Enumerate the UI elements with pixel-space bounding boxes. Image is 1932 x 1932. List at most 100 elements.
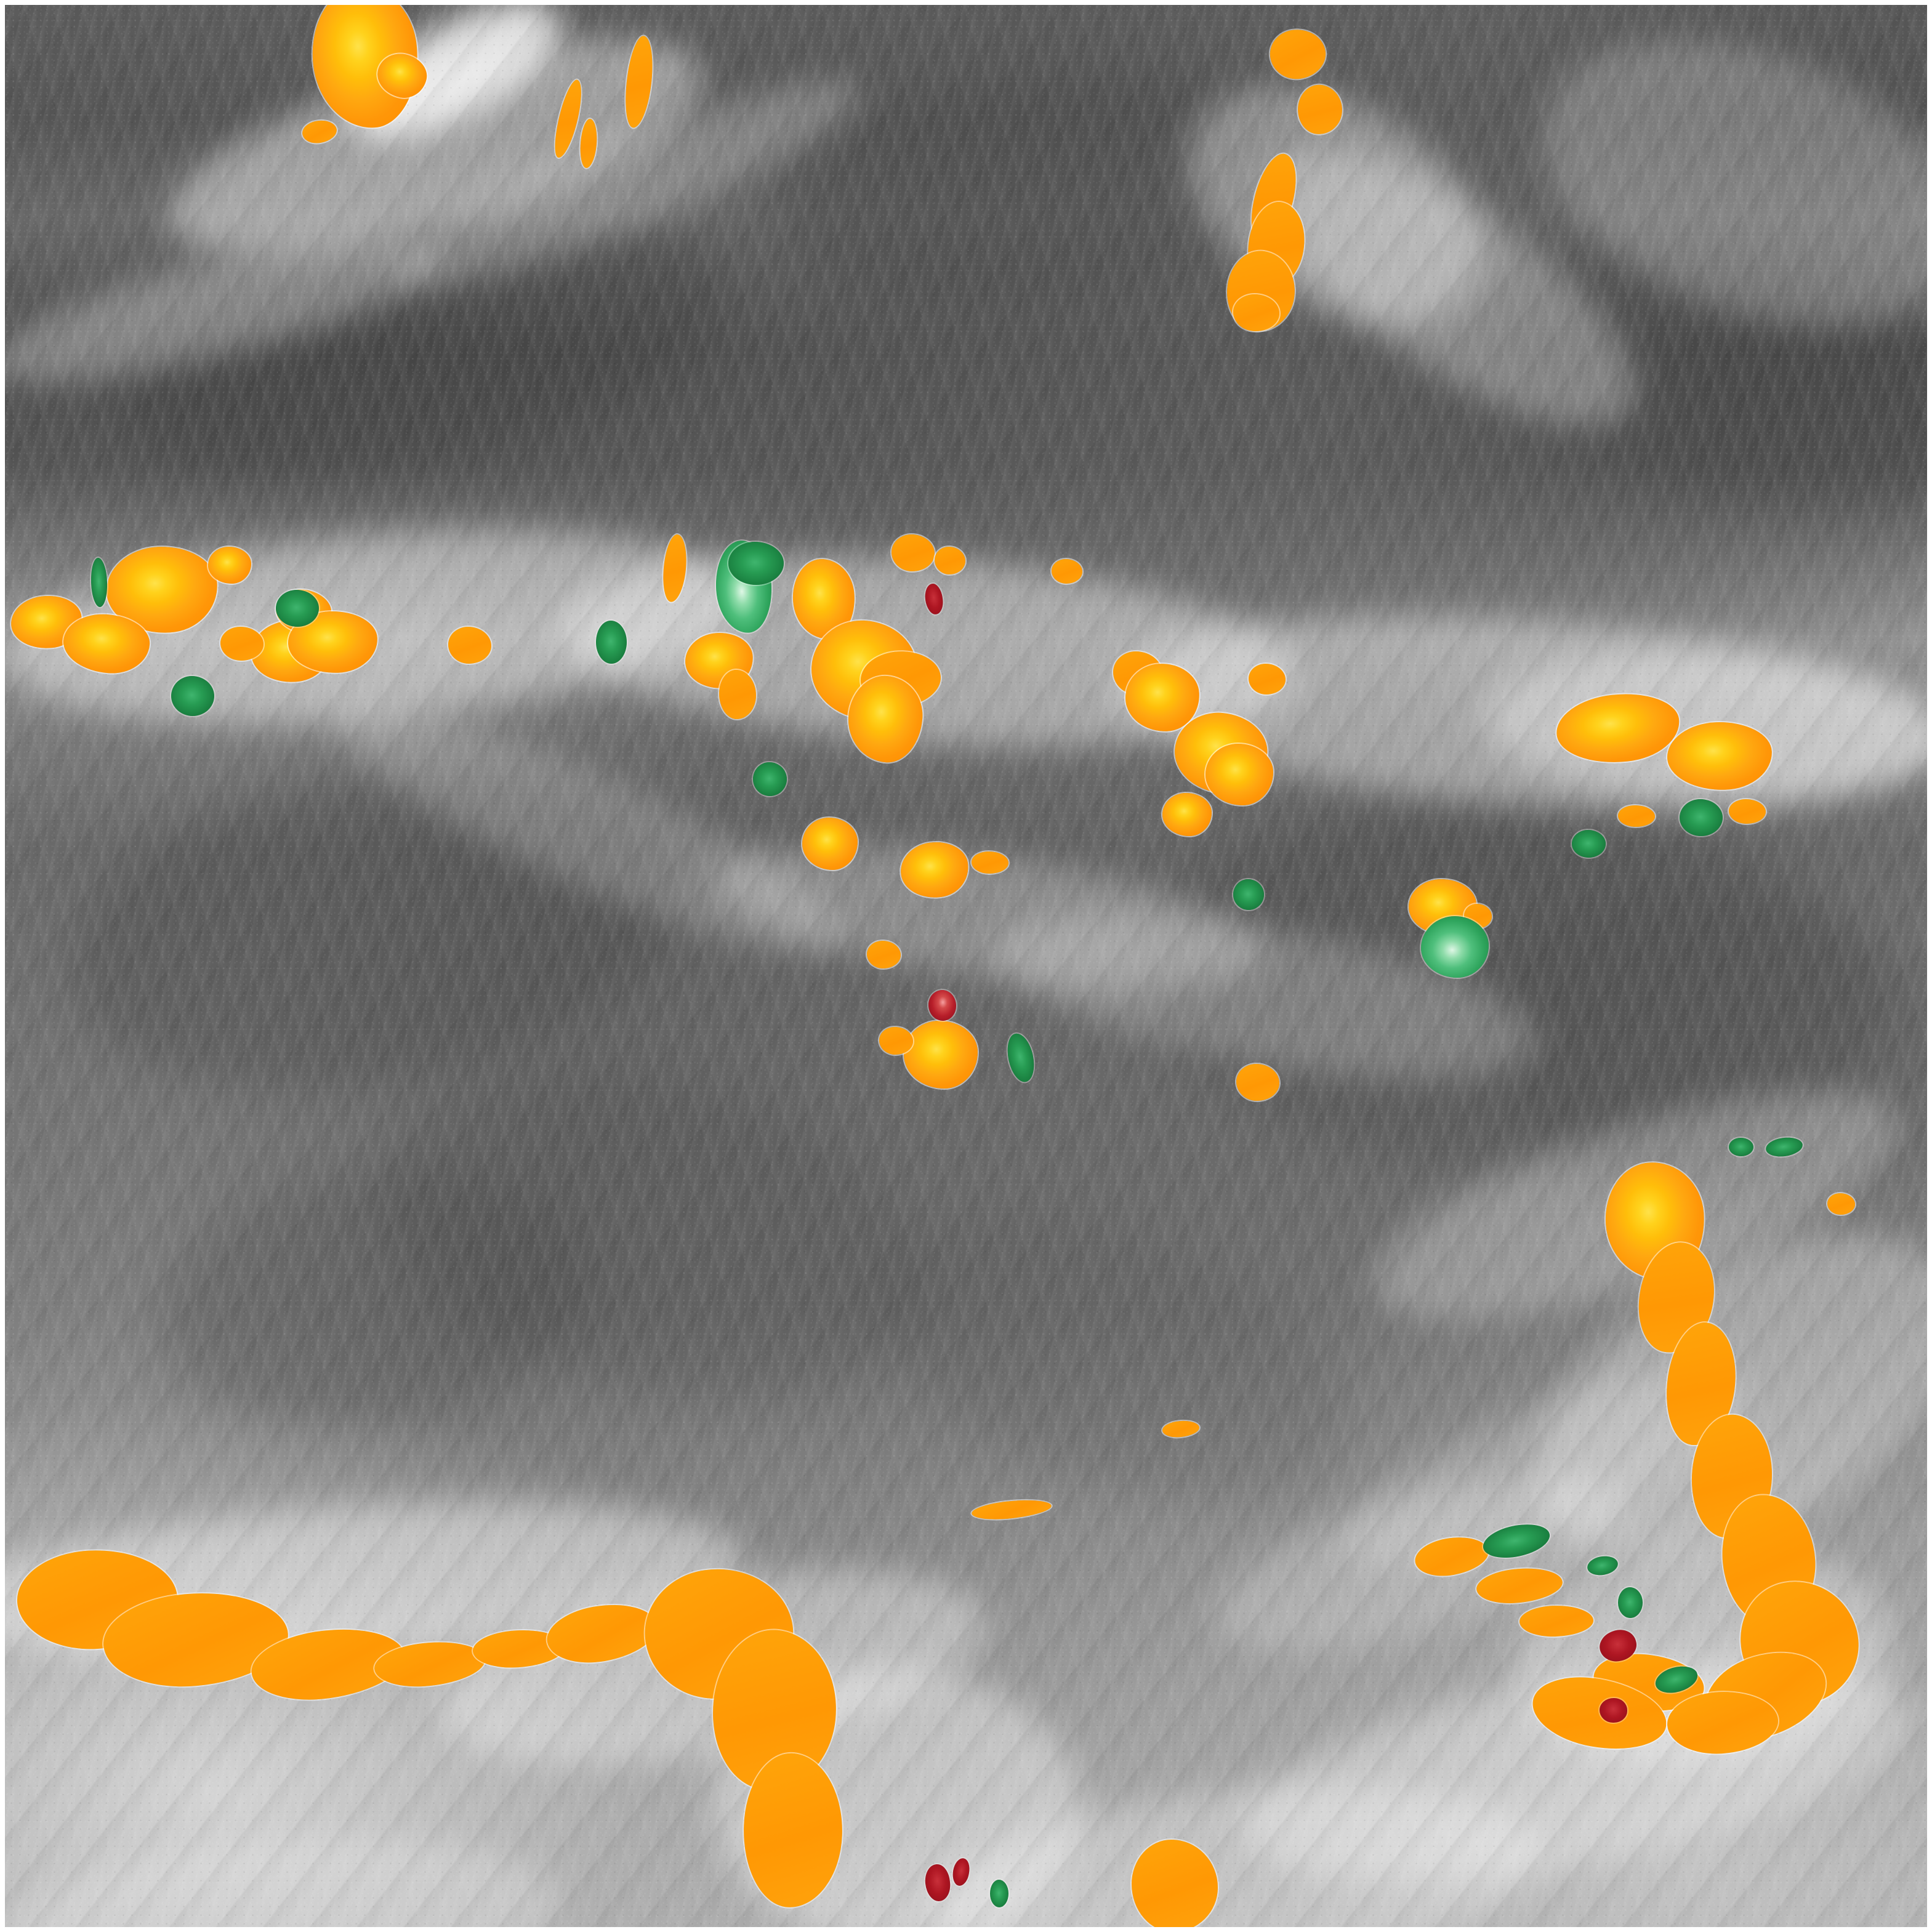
convective-cell-orange <box>802 818 858 870</box>
convective-cell-orange-flat <box>1519 1604 1594 1638</box>
convective-cell-green-dark <box>171 676 214 716</box>
ir-grayscale-base <box>5 5 1927 1927</box>
convective-cell-orange-flat <box>1249 664 1286 694</box>
convective-cell-orange <box>790 557 858 642</box>
convective-cell-green-dark <box>753 762 787 796</box>
convective-cell-orange-flat <box>719 670 756 719</box>
convective-cell-green <box>1421 916 1489 978</box>
convective-cell-orange-flat <box>549 78 587 160</box>
convective-cell-orange-flat <box>1464 904 1492 928</box>
convective-cell-orange <box>1666 720 1773 792</box>
convective-cell-green-dark <box>1729 1138 1753 1156</box>
convective-cell-orange <box>808 618 919 722</box>
convective-cell-orange-flat <box>1694 1636 1838 1754</box>
convective-cell-orange-flat <box>542 1596 662 1670</box>
convective-cell-green-dark <box>1618 1587 1643 1618</box>
convective-cell-red-dark <box>1600 1698 1627 1723</box>
convective-cell-red-dark <box>923 582 945 616</box>
convective-cell-orange-flat <box>858 647 944 711</box>
convective-cell-orange-flat <box>1113 651 1162 694</box>
convective-cell-orange-flat <box>660 533 690 603</box>
convective-cell-green-dark <box>990 1880 1008 1907</box>
convective-cell-orange <box>208 547 251 584</box>
convective-cell-orange-flat <box>1242 149 1305 249</box>
convective-cell-green-dark <box>728 542 784 585</box>
convective-cell-orange <box>1171 709 1271 797</box>
convective-cell-orange-flat <box>1412 1532 1492 1581</box>
convective-cell-orange-flat <box>472 1627 566 1671</box>
convective-cell-green-dark <box>1480 1519 1553 1563</box>
convective-cell-orange-flat <box>1718 1492 1820 1627</box>
convective-cell-green-dark <box>1004 1031 1038 1085</box>
convective-cell-orange-flat <box>892 534 935 571</box>
convective-cell-orange-flat <box>247 1620 409 1709</box>
convective-cell-orange-flat <box>621 34 657 129</box>
convective-cell-orange-flat <box>1052 559 1082 584</box>
convective-cell-orange-flat <box>1590 1649 1707 1717</box>
convective-cell-orange <box>904 1021 978 1089</box>
convective-cell-orange-flat <box>372 1636 488 1692</box>
convective-cell-orange <box>248 616 335 687</box>
convective-cell-green-dark <box>1572 830 1606 858</box>
convective-cell-green <box>712 539 775 635</box>
convective-cell-orange <box>683 630 755 691</box>
convective-cell-red-dark <box>951 1857 972 1887</box>
convective-cell-orange-flat <box>1665 1688 1781 1758</box>
satellite-image-frame[interactable] <box>5 5 1927 1927</box>
cirrus-streak-texture <box>5 5 1927 1927</box>
convective-cell-orange-flat <box>741 1752 845 1909</box>
convective-cell-orange <box>897 837 972 903</box>
convective-cell-orange <box>104 544 220 636</box>
convective-cell-green-dark <box>1765 1135 1804 1159</box>
convective-cell-green-dark <box>1233 879 1264 910</box>
convective-cell-orange-flat <box>578 118 599 169</box>
convective-cell-red-dark <box>923 1863 952 1902</box>
convective-cell-orange <box>61 611 152 676</box>
convective-cell-orange-flat <box>1295 83 1345 137</box>
convective-cell-orange-flat <box>1827 1193 1855 1215</box>
convective-cell-green-dark <box>90 557 108 608</box>
convective-cell-green-dark <box>276 590 319 627</box>
convective-cell-orange-flat <box>1222 246 1300 336</box>
convective-cell-orange <box>273 586 334 637</box>
convective-cell-orange <box>287 610 379 675</box>
convective-cell-orange-flat <box>637 1559 802 1708</box>
convective-cell-orange-flat <box>970 1497 1053 1523</box>
convective-cell-orange-flat <box>1475 1564 1564 1608</box>
convective-cell-orange-flat <box>300 118 339 146</box>
cellular-convection-texture <box>5 5 1927 1927</box>
convective-cell-orange-flat <box>1233 294 1279 331</box>
convective-cell-orange <box>1162 793 1212 836</box>
convective-cell-orange-flat <box>1132 1840 1218 1927</box>
convective-cell-orange-flat <box>448 627 491 664</box>
convective-cell-orange-flat <box>1618 805 1655 827</box>
convective-cell-orange-flat <box>1527 1668 1672 1759</box>
convective-cell-orange <box>1205 744 1273 805</box>
convective-cell-orange <box>1553 688 1683 769</box>
convective-cell-orange-flat <box>1659 1318 1744 1450</box>
convective-cell-orange-flat <box>1686 1411 1777 1542</box>
convective-cell-orange-flat <box>1628 1236 1725 1360</box>
convective-cell-green-dark <box>596 621 627 664</box>
convective-cell-green-dark <box>1680 799 1723 836</box>
convective-cell-orange <box>373 49 431 102</box>
classified-convection-overlay <box>5 5 1927 1927</box>
convective-cell-orange-flat <box>704 1624 845 1797</box>
convective-cell-orange <box>8 592 85 652</box>
convective-cell-orange-flat <box>935 547 965 574</box>
convective-cell-orange-flat <box>220 627 264 661</box>
convective-cell-orange-flat <box>1729 799 1766 824</box>
convective-cell-orange <box>1409 879 1476 935</box>
convective-cell-green-dark <box>1585 1553 1620 1578</box>
convective-cell-orange-flat <box>1236 1064 1279 1101</box>
convective-cell-green-dark <box>1652 1662 1701 1697</box>
convective-cell-red <box>928 990 956 1021</box>
convective-cell-orange-flat <box>867 941 901 968</box>
convective-cell-orange <box>1124 661 1201 734</box>
convective-cell-orange-flat <box>1161 1419 1201 1439</box>
convective-cell-orange-flat <box>1241 198 1311 292</box>
convective-cell-orange <box>845 673 925 765</box>
convective-cell-orange <box>308 5 422 132</box>
convective-cell-orange-flat <box>1731 1572 1868 1713</box>
